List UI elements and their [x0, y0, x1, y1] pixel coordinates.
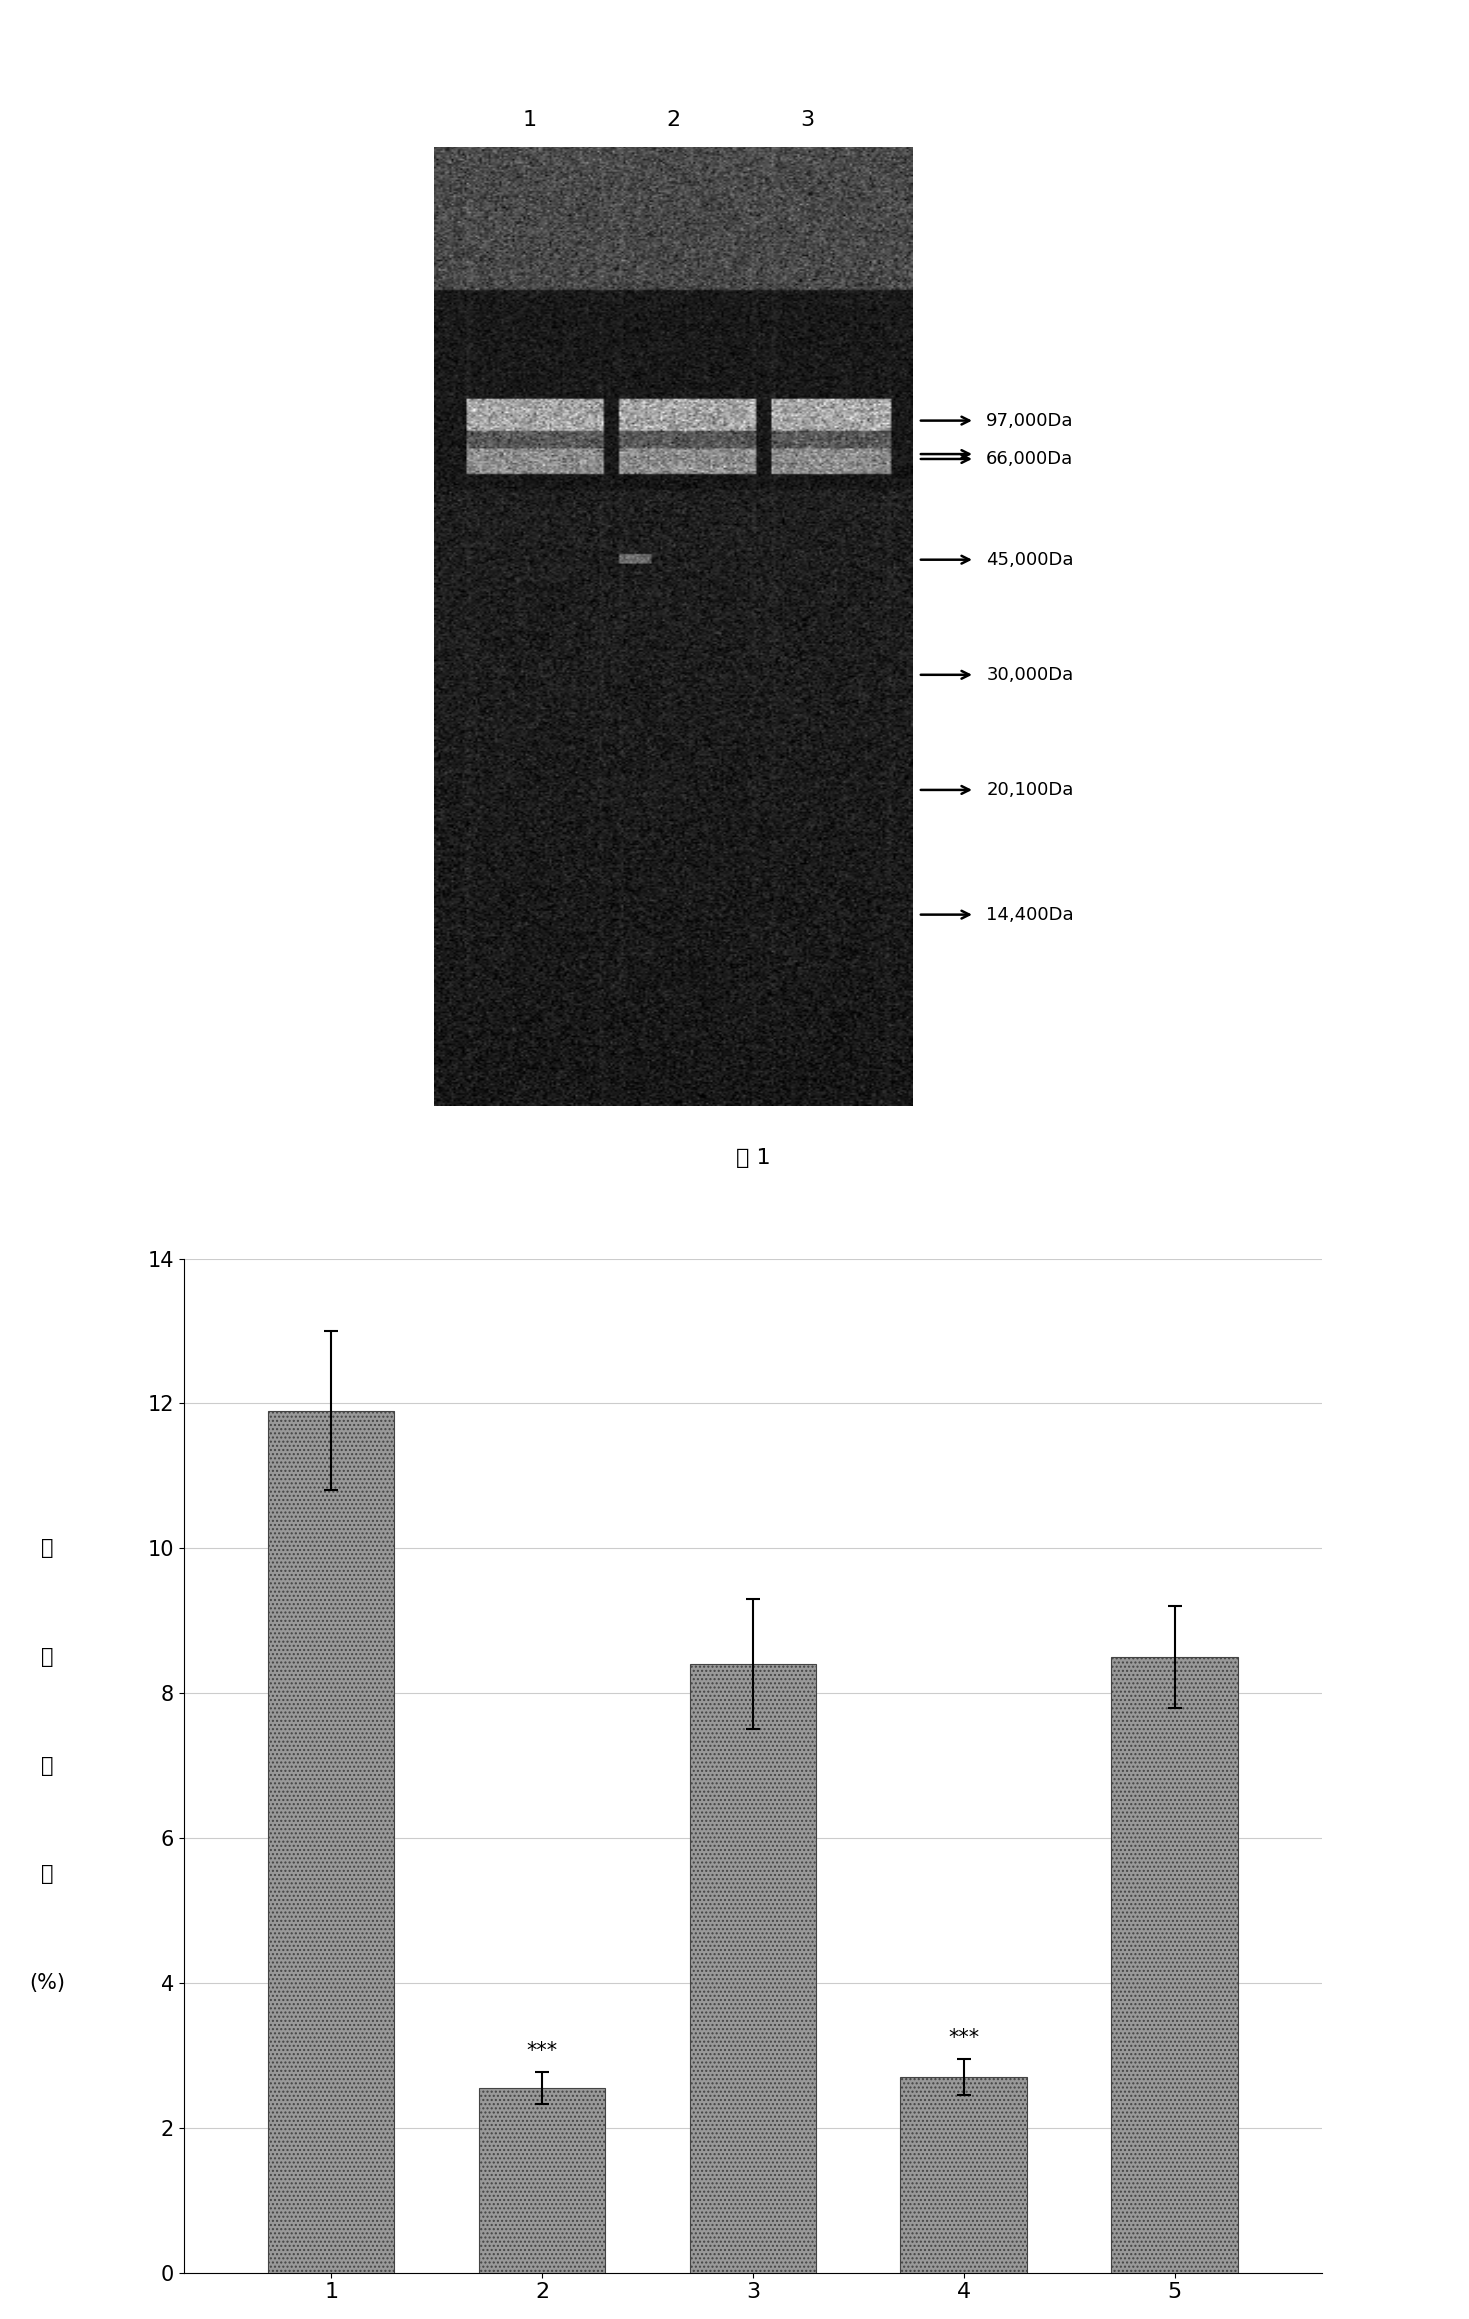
Text: 45,000Da: 45,000Da	[986, 550, 1074, 568]
Bar	[689, 1665, 817, 2273]
Bar	[267, 1410, 395, 2273]
Text: 积: 积	[41, 1864, 53, 1885]
Text: 97,000Da: 97,000Da	[986, 410, 1074, 429]
Text: 梗: 梗	[41, 1646, 53, 1667]
Text: 20,100Da: 20,100Da	[986, 782, 1074, 800]
Text: 1: 1	[523, 111, 536, 130]
Text: (%): (%)	[29, 1973, 65, 1992]
Text: 图 1: 图 1	[736, 1148, 770, 1169]
Bar	[900, 2078, 1027, 2273]
Text: 面: 面	[41, 1755, 53, 1776]
Text: ***: ***	[948, 2029, 980, 2048]
Text: 66,000Da: 66,000Da	[986, 450, 1074, 468]
Bar	[1111, 1658, 1238, 2273]
Text: 3: 3	[801, 111, 814, 130]
Text: ***: ***	[526, 2041, 558, 2062]
Text: 2: 2	[665, 111, 680, 130]
Text: 14,400Da: 14,400Da	[986, 907, 1074, 923]
Text: 脑: 脑	[41, 1537, 53, 1558]
Bar	[479, 2087, 605, 2273]
Text: 30,000Da: 30,000Da	[986, 666, 1074, 684]
